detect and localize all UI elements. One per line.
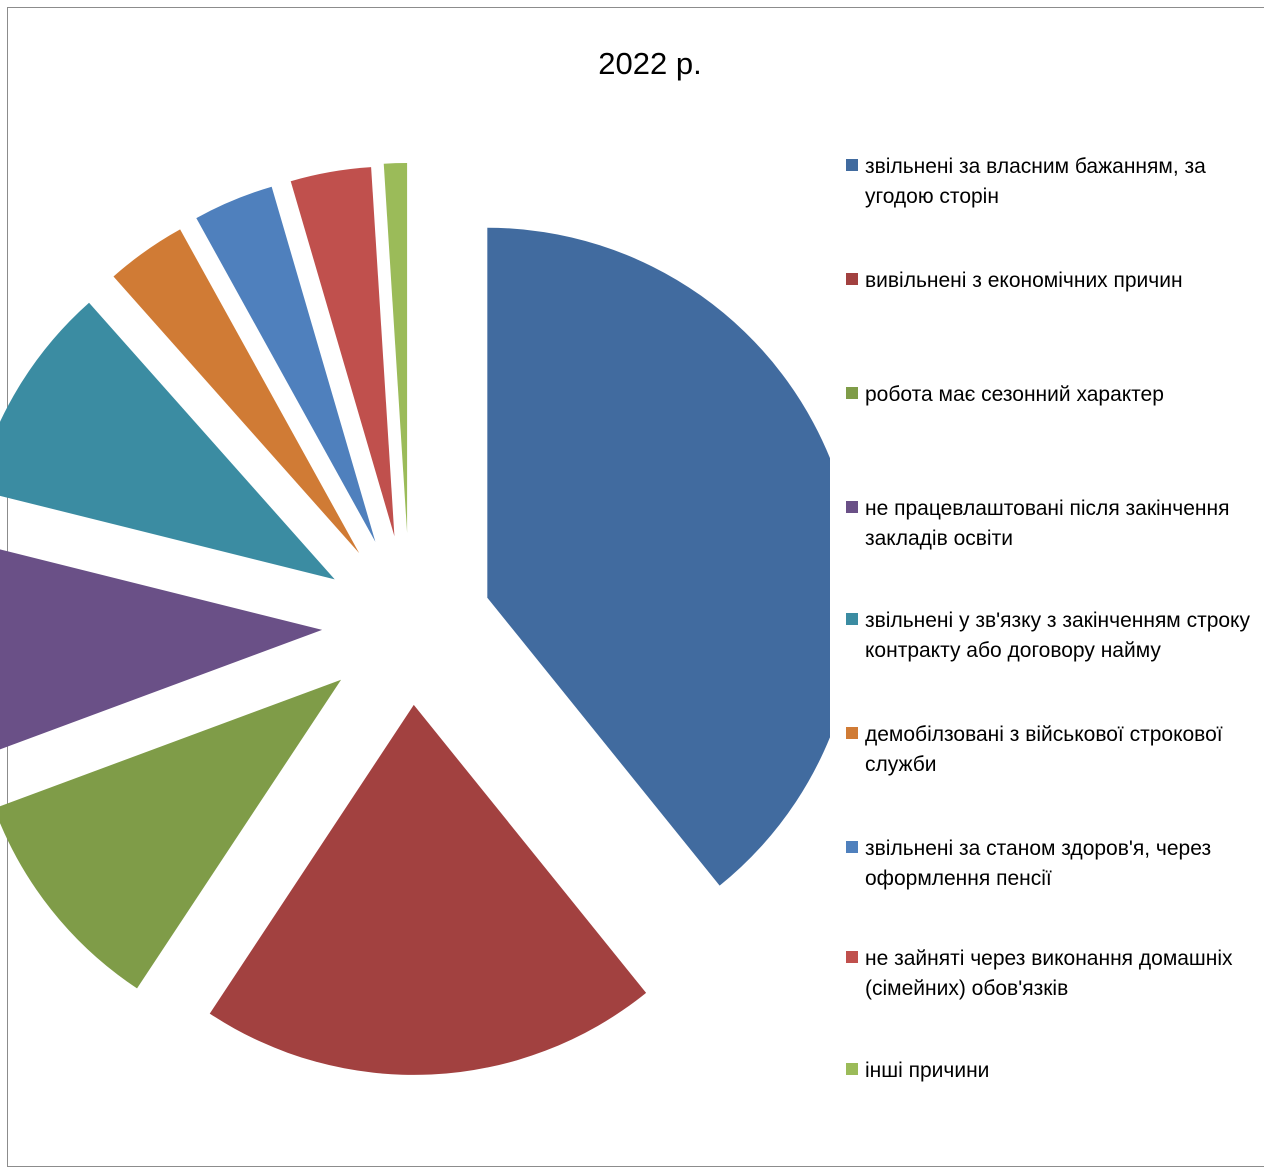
pie-slice-3	[0, 679, 342, 989]
legend-label: інші причини	[865, 1059, 990, 1082]
pie-slice-9	[383, 163, 408, 534]
legend-item-4: не працевлаштовані після закінчення закл…	[846, 494, 1255, 554]
pie-slice-6	[113, 229, 360, 554]
legend-swatch	[846, 1063, 858, 1075]
legend-label: вивільнені з економічних причин	[865, 269, 1183, 292]
pie-slice-1	[487, 227, 830, 886]
legend-label: не зайняті через виконання домашніх (сім…	[865, 947, 1233, 1000]
pie-slice-4	[0, 549, 323, 750]
pie-chart	[0, 163, 830, 1075]
pie-slice-2	[209, 704, 647, 1075]
chart-title: 2022 р.	[598, 46, 702, 81]
legend-item-2: вивільнені з економічних причин	[846, 266, 1255, 296]
legend-swatch	[846, 273, 858, 285]
legend-swatch	[846, 159, 858, 171]
legend-swatch	[846, 951, 858, 963]
legend-item-9: інші причини	[846, 1056, 1255, 1086]
legend-item-3: робота має сезонний характер	[846, 380, 1255, 410]
legend-swatch	[846, 841, 858, 853]
pie-slice-8	[290, 167, 395, 537]
pie-slice-5	[0, 302, 335, 580]
legend-item-6: демобілзовані з військової строкової слу…	[846, 720, 1255, 780]
legend-item-8: не зайняті через виконання домашніх (сім…	[846, 944, 1255, 1004]
legend-label: звільнені за власним бажанням, за угодою…	[865, 155, 1206, 208]
legend-item-5: звільнені у зв'язку з закінченням строку…	[846, 606, 1255, 666]
pie-slice-7	[196, 186, 376, 542]
legend-swatch	[846, 613, 858, 625]
legend-label: звільнені у зв'язку з закінченням строку…	[865, 609, 1250, 662]
legend-item-7: звільнені за станом здоров'я, через офор…	[846, 834, 1255, 894]
legend-label: не працевлаштовані після закінчення закл…	[865, 497, 1230, 550]
legend-swatch	[846, 501, 858, 513]
legend-swatch	[846, 727, 858, 739]
legend-label: звільнені за станом здоров'я, через офор…	[865, 837, 1212, 890]
legend-swatch	[846, 387, 858, 399]
legend-label: демобілзовані з військової строкової слу…	[865, 723, 1223, 776]
legend-label: робота має сезонний характер	[865, 383, 1164, 406]
legend-item-1: звільнені за власним бажанням, за угодою…	[846, 152, 1255, 212]
